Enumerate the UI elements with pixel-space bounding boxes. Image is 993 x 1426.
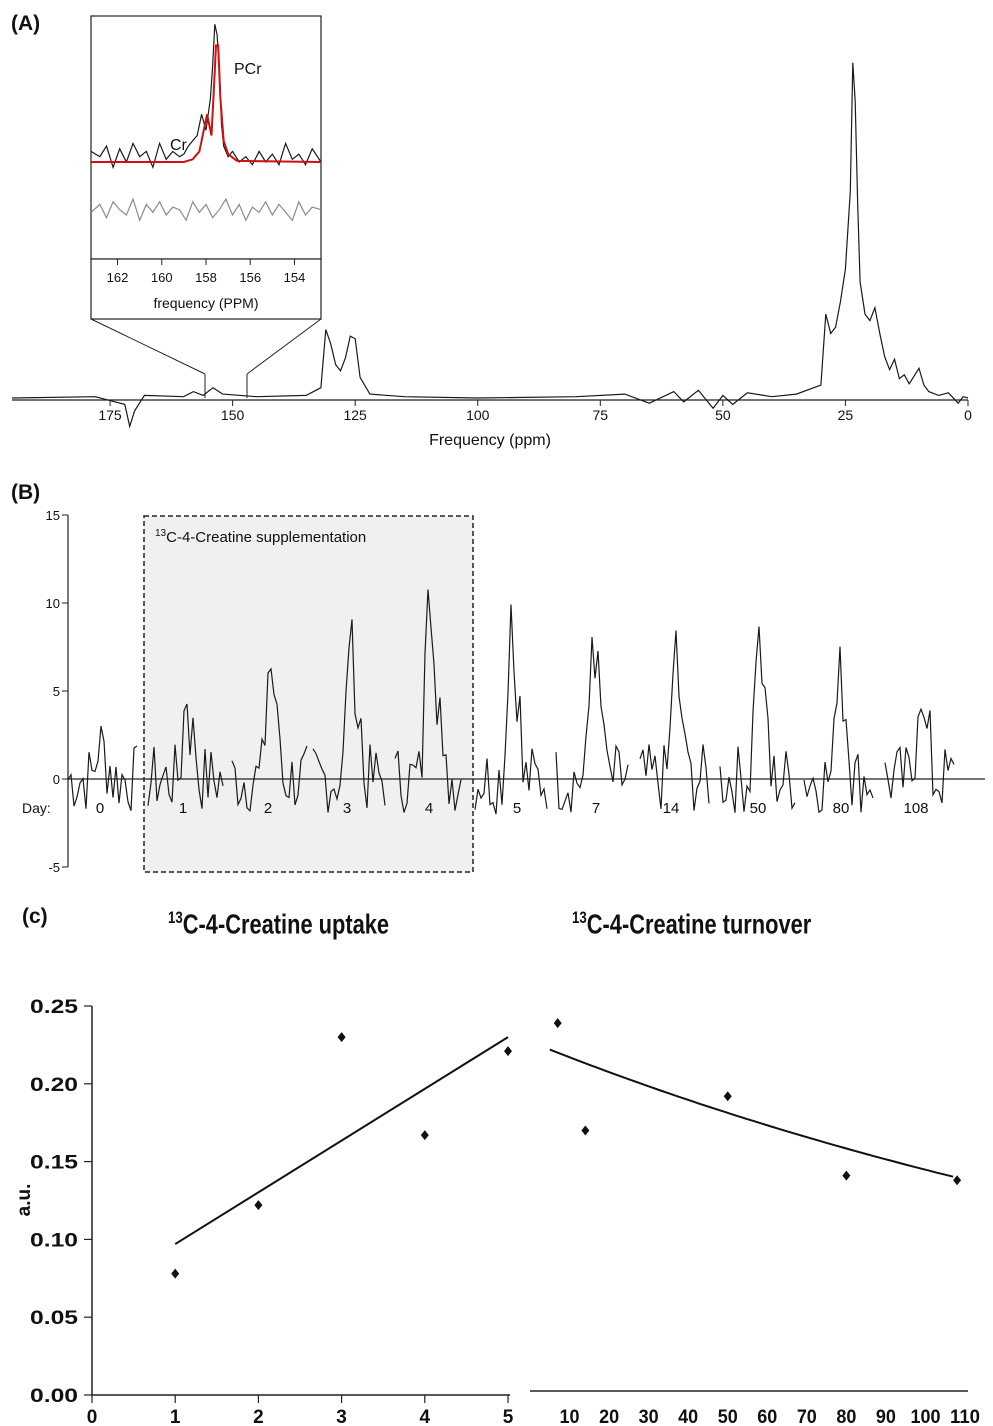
turnover-data-point (723, 1091, 732, 1102)
panel-c-turnover-x-tick-label: 110 (950, 1407, 980, 1426)
panel-b-spectrum-day-1 (147, 703, 224, 809)
panel-b-spectrum-day-108 (884, 707, 955, 804)
panel-b-day-label: 5 (513, 800, 521, 817)
panel-a-label: (A) (11, 12, 41, 35)
turnover-fit-line (549, 1048, 954, 1178)
panel-b-day-label: 7 (592, 800, 600, 817)
turnover-data-point (553, 1018, 562, 1029)
panel-b-day-label: 4 (425, 800, 433, 817)
zoom-connector-left (90, 318, 206, 375)
inset-plot-frame (90, 15, 322, 260)
panel-b-day-prefix: Day: (22, 800, 51, 816)
inset-x-tick-label: 154 (284, 270, 306, 285)
uptake-data-point (171, 1268, 180, 1279)
panel-c-turnover-x-tick-label: 50 (718, 1407, 738, 1426)
turnover-title: 13C-4-Creatine turnover (572, 908, 812, 940)
panel-c-y-tick-label: 0.20 (30, 1075, 78, 1096)
panel-c-y-axis-title: a.u. (14, 1184, 35, 1217)
panel-b-spectrum-day-0 (67, 725, 138, 811)
panel-c-uptake-x-tick-label: 0 (87, 1407, 98, 1426)
panel-b-y-tick-label: -5 (48, 860, 60, 875)
panel-b-y-tick-label: 5 (53, 684, 60, 699)
panel-a-x-tick-label: 125 (343, 407, 367, 423)
panel-a-x-tick-label: 25 (838, 407, 854, 423)
inset-label-cr: Cr (170, 137, 188, 154)
panel-b-y-tick-label: 15 (46, 508, 60, 523)
panel-c-uptake-x-tick-label: 4 (420, 1407, 431, 1426)
panel-b-day-label: 2 (264, 800, 272, 817)
turnover-data-point (842, 1170, 851, 1181)
panel-c-turnover-x-tick-label: 10 (560, 1407, 580, 1426)
panel-c-uptake-x-tick-label: 1 (170, 1407, 181, 1426)
panel-a-x-tick-label: 0 (964, 407, 972, 423)
panel-c-uptake-x-tick-label: 3 (336, 1407, 347, 1426)
panel-c-y-tick-label: 0.00 (30, 1386, 78, 1407)
inset-residual-line (90, 197, 322, 223)
panel-b-day-label: 80 (833, 800, 850, 817)
panel-b-day-label: 14 (663, 800, 680, 817)
panel-a-x-tick-label: 150 (221, 407, 245, 423)
panel-b-spectrum-day-80 (803, 646, 874, 814)
panel-b-day-label: 50 (750, 800, 767, 817)
supplementation-label: 13C-4-Creatine supplementation (155, 528, 366, 546)
panel-c-turnover-x-tick-label: 90 (876, 1407, 896, 1426)
panel-c-y-tick-label: 0.10 (30, 1230, 78, 1251)
inset-axis-frame (90, 258, 322, 320)
panel-c-y-tick-label: 0.15 (30, 1153, 79, 1174)
turnover-data-point (953, 1175, 962, 1186)
panel-c-turnover-x-tick-label: 100 (910, 1407, 940, 1426)
panel-b-spectrum-day-3 (312, 619, 386, 813)
panel-b-day-label: 108 (903, 800, 928, 817)
panel-b-spectrum-day-2 (231, 667, 308, 813)
uptake-data-point (420, 1130, 429, 1141)
panel-c-uptake-x-tick-label: 2 (253, 1407, 264, 1426)
panel-c-turnover-x-tick-label: 30 (639, 1407, 659, 1426)
panel-b-y-tick-label: 0 (53, 772, 60, 787)
turnover-data-point (581, 1125, 590, 1136)
supplementation-box (143, 515, 474, 873)
panel-b-label: (B) (11, 481, 41, 504)
panel-b-spectrum-day-7 (555, 636, 629, 813)
inset-data-line (90, 24, 322, 170)
panel-c-uptake-x-tick-label: 5 (503, 1407, 514, 1426)
inset-x-axis-title: frequency (PPM) (153, 295, 258, 311)
uptake-fit-line (174, 1036, 509, 1245)
panel-b-spectrum-day-5 (474, 604, 548, 815)
panel-b-y-tick-label: 10 (46, 596, 60, 611)
panel-a-x-tick-label: 50 (715, 407, 731, 423)
panel-b-day-label: 0 (96, 800, 104, 817)
panel-c-y-tick-label: 0.05 (30, 1308, 79, 1329)
inset-x-tick-label: 160 (151, 270, 173, 285)
panel-c-turnover-x-tick-label: 40 (678, 1407, 698, 1426)
panel-c-turnover-x-tick-label: 60 (757, 1407, 777, 1426)
panel-b-day-label: 3 (343, 800, 351, 817)
panel-a-x-axis-title: Frequency (ppm) (429, 432, 551, 449)
uptake-title: 13C-4-Creatine uptake (168, 908, 390, 940)
panel-a-x-tick-label: 75 (593, 407, 609, 423)
inset-fit-line (91, 44, 322, 163)
uptake-data-point (254, 1200, 263, 1211)
inset-label-pcr: PCr (234, 61, 262, 78)
inset-x-tick-label: 162 (107, 270, 129, 285)
panel-c-y-tick-label: 0.25 (30, 997, 79, 1018)
panel-c-turnover-x-tick-label: 80 (836, 1407, 856, 1426)
inset-x-tick-label: 156 (239, 270, 261, 285)
panel-a-x-tick-label: 175 (98, 407, 122, 423)
panel-b-spectrum-day-4 (394, 589, 462, 813)
panel-a-x-tick-label: 100 (466, 407, 490, 423)
panel-c-label: (c) (22, 905, 48, 928)
panel-a-spectrum-line (11, 62, 969, 429)
panel-c-turnover-x-tick-label: 70 (797, 1407, 817, 1426)
inset-x-tick-label: 158 (195, 270, 217, 285)
uptake-data-point (504, 1046, 512, 1057)
zoom-connector-right (246, 318, 322, 375)
panel-b-spectrum-day-14 (639, 630, 710, 811)
uptake-data-point (337, 1032, 346, 1043)
panel-c-turnover-x-tick-label: 20 (599, 1407, 619, 1426)
panel-b-day-label: 1 (179, 800, 187, 817)
panel-b-spectrum-day-50 (719, 626, 796, 813)
